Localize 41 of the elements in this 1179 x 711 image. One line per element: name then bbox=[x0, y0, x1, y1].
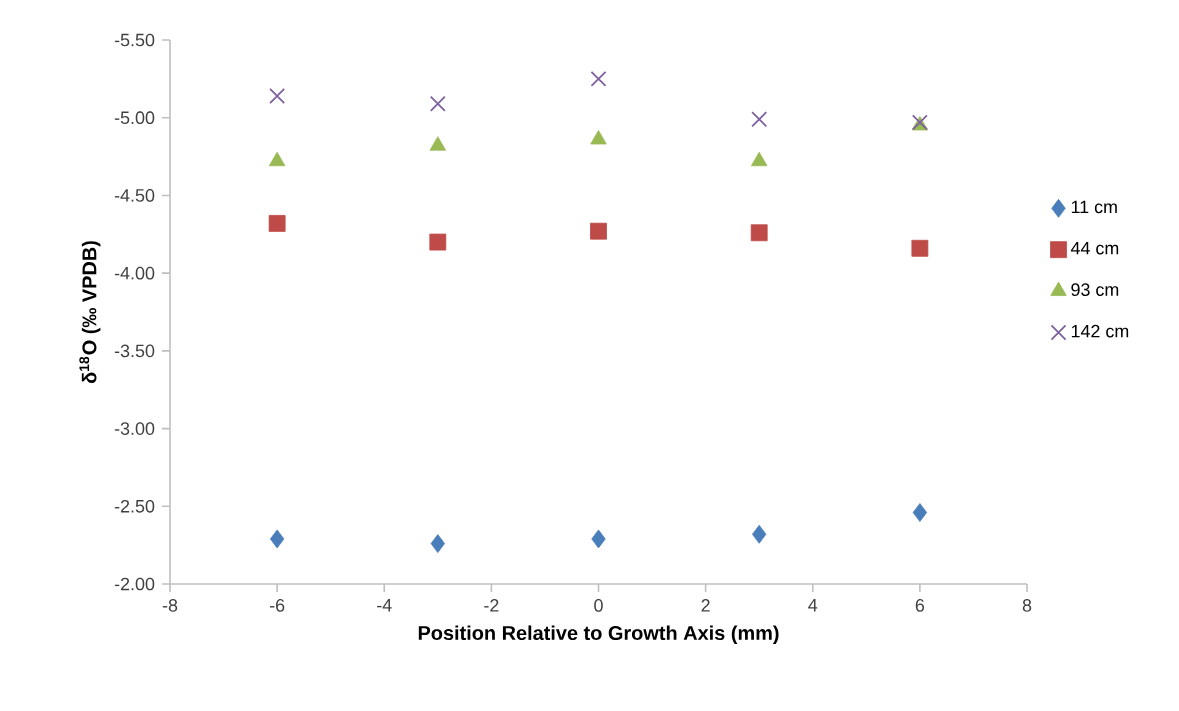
x-tick-label: 2 bbox=[701, 599, 710, 612]
x-tick-label: -2 bbox=[484, 599, 499, 612]
point bbox=[269, 529, 285, 549]
point bbox=[751, 111, 768, 128]
y-tick-label: -4.00 bbox=[114, 266, 155, 280]
y-tick-label: -4.50 bbox=[114, 189, 155, 202]
y-tick-label: -2.50 bbox=[114, 499, 155, 513]
point bbox=[752, 524, 767, 544]
point bbox=[751, 151, 768, 167]
point bbox=[429, 136, 447, 151]
y-tick-label: -3.50 bbox=[114, 344, 155, 358]
legend-label: 44 cm bbox=[1070, 241, 1119, 255]
y-tick-label: -5.50 bbox=[114, 33, 155, 47]
legend-label: 11 cm bbox=[1071, 200, 1117, 214]
point bbox=[750, 224, 768, 242]
point bbox=[268, 215, 286, 232]
y-tick-label: -3.00 bbox=[114, 422, 155, 435]
y-tick-label: -5.00 bbox=[114, 111, 155, 125]
point bbox=[430, 534, 445, 553]
x-tick-label: 8 bbox=[1022, 599, 1032, 612]
x-tick-label: -8 bbox=[162, 599, 178, 612]
point bbox=[590, 70, 607, 87]
x-tick-label: 4 bbox=[808, 599, 818, 612]
x-tick-label: -6 bbox=[269, 599, 285, 612]
point bbox=[591, 529, 606, 549]
x-tick-label: 0 bbox=[594, 599, 603, 612]
point bbox=[590, 130, 607, 145]
point bbox=[429, 95, 446, 112]
y-axis-title: δ$^{18}$O (‰ VPDB) bbox=[79, 241, 101, 384]
point bbox=[590, 222, 607, 240]
point bbox=[429, 233, 447, 251]
legend-label: 93 cm bbox=[1071, 283, 1119, 296]
x-axis-title: Position Relative to Growth Axis (mm) bbox=[418, 625, 779, 644]
x-tick-label: 6 bbox=[915, 599, 925, 612]
legend-label: 142 cm bbox=[1071, 324, 1129, 338]
point bbox=[269, 87, 286, 104]
y-tick-label: -2.00 bbox=[114, 577, 155, 591]
point bbox=[912, 503, 928, 522]
point bbox=[268, 151, 286, 167]
x-tick-label: -4 bbox=[377, 599, 392, 612]
point bbox=[911, 239, 929, 257]
